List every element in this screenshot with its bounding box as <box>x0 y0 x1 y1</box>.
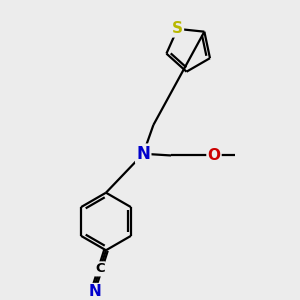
Text: N: N <box>89 284 101 299</box>
Text: N: N <box>136 145 150 163</box>
Text: C: C <box>95 262 105 275</box>
Text: S: S <box>172 21 183 36</box>
Text: O: O <box>208 148 220 163</box>
